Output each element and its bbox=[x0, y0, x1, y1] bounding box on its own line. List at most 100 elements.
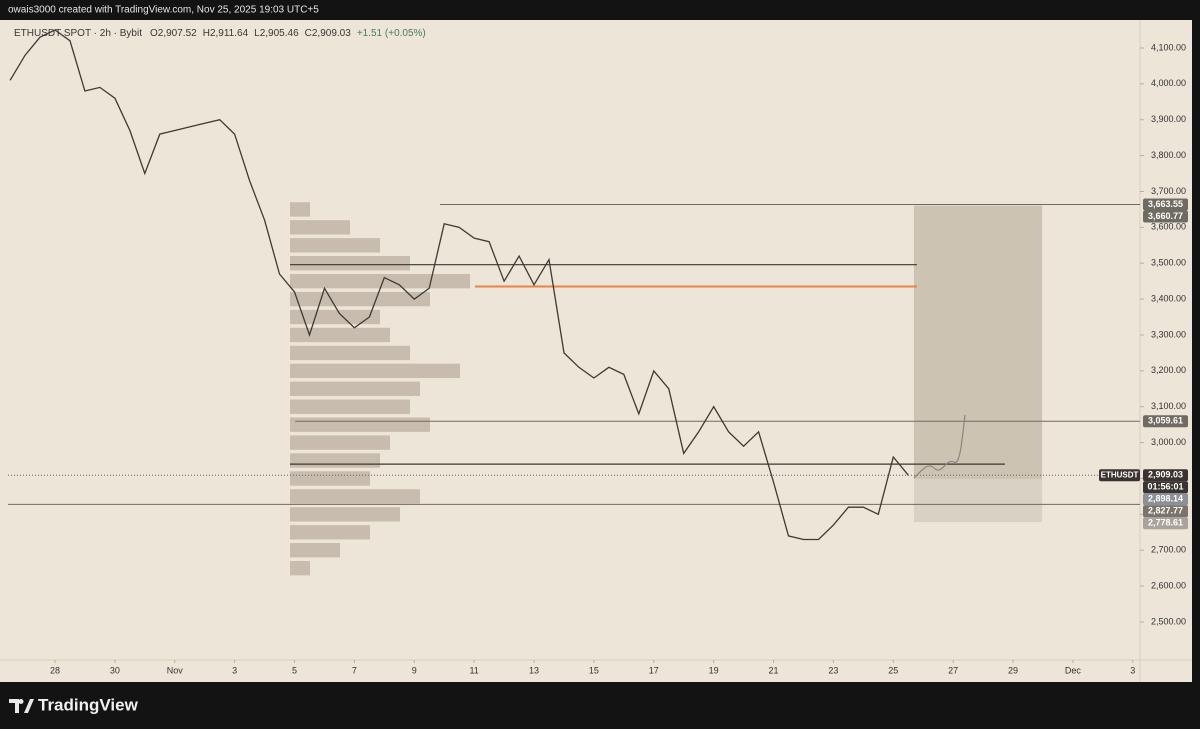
y-tick-label: 3,800.00 bbox=[1151, 150, 1186, 160]
x-tick-label: 29 bbox=[1008, 665, 1018, 675]
volume-bar bbox=[290, 363, 461, 379]
x-tick-label: 27 bbox=[948, 665, 958, 675]
volume-bar bbox=[290, 202, 311, 217]
volume-bar bbox=[290, 525, 371, 540]
ohlc-key: O bbox=[150, 28, 158, 39]
ohlc-key: L bbox=[254, 28, 260, 39]
price-tag-box bbox=[1143, 493, 1188, 506]
y-tick-label: 3,500.00 bbox=[1151, 258, 1186, 268]
price-tag-label: 2,827.77 bbox=[1148, 506, 1183, 516]
volume-bar bbox=[290, 543, 341, 558]
change: +1.51 (+0.05%) bbox=[357, 28, 426, 39]
x-tick-label: 25 bbox=[888, 665, 898, 675]
ohlc-value: 2,905.46 bbox=[260, 28, 299, 39]
y-tick-label: 4,100.00 bbox=[1151, 42, 1186, 52]
y-tick-label: 2,700.00 bbox=[1151, 545, 1186, 555]
volume-bar bbox=[290, 399, 411, 414]
price-line-series bbox=[9, 29, 909, 541]
price-tag-label: 3,663.55 bbox=[1148, 199, 1183, 209]
x-tick-label: 21 bbox=[769, 665, 779, 675]
x-tick-label: 19 bbox=[709, 665, 719, 675]
x-tick-label: 30 bbox=[110, 665, 120, 675]
y-tick-label: 4,000.00 bbox=[1151, 78, 1186, 88]
volume-bar bbox=[290, 238, 381, 253]
price-tag: 01:56:01 bbox=[1143, 481, 1188, 494]
price-tag: 3,663.55 bbox=[1143, 198, 1188, 211]
y-tick-label: 2,600.00 bbox=[1151, 580, 1186, 590]
x-tick-label: 13 bbox=[529, 665, 539, 675]
x-tick-label: Dec bbox=[1065, 665, 1082, 675]
x-tick-label: 5 bbox=[292, 665, 297, 675]
volume-bar bbox=[290, 471, 371, 486]
ohlc-key: H bbox=[203, 28, 210, 39]
volume-bar bbox=[290, 453, 381, 468]
x-tick-label: 3 bbox=[232, 665, 237, 675]
volume-bar bbox=[290, 256, 411, 271]
volume-bar bbox=[290, 291, 431, 307]
price-tag: 2,827.77 bbox=[1143, 505, 1188, 518]
y-tick-label: 3,900.00 bbox=[1151, 114, 1186, 124]
volume-bar bbox=[290, 417, 431, 432]
x-tick-label: 23 bbox=[828, 665, 838, 675]
y-tick-label: 3,700.00 bbox=[1151, 186, 1186, 196]
logo-icon bbox=[9, 699, 34, 713]
y-tick-label: 3,300.00 bbox=[1151, 329, 1186, 339]
ohlc-key: C bbox=[305, 28, 312, 39]
x-tick-label: 3 bbox=[1130, 665, 1135, 675]
x-tick-label: 7 bbox=[352, 665, 357, 675]
price-tag: 3,660.77 bbox=[1143, 210, 1188, 223]
x-tick-label: 15 bbox=[589, 665, 599, 675]
price-tag-label: 01:56:01 bbox=[1147, 482, 1183, 492]
volume-bar bbox=[290, 273, 471, 289]
symbol-tag: ETHUSDT bbox=[1101, 470, 1139, 479]
price-tag: 3,059.61 bbox=[1143, 415, 1188, 428]
volume-bar bbox=[290, 435, 391, 450]
price-tag-box bbox=[1143, 469, 1188, 482]
price-tag-label: 2,909.03 bbox=[1148, 470, 1183, 480]
volume-bar bbox=[290, 345, 411, 361]
price-tag-box bbox=[1143, 517, 1188, 530]
y-tick-label: 2,500.00 bbox=[1151, 616, 1186, 626]
ohlc-value: 2,907.52 bbox=[158, 28, 197, 39]
volume-bar bbox=[290, 220, 351, 235]
ohlc-value: 2,911.64 bbox=[210, 28, 249, 39]
price-tag-box bbox=[1143, 415, 1188, 428]
projection bbox=[913, 414, 966, 479]
logo bbox=[9, 699, 34, 713]
x-tick-label: 28 bbox=[50, 665, 60, 675]
volume-bar bbox=[290, 489, 421, 504]
volume-bar bbox=[290, 507, 401, 522]
x-tick-label: 11 bbox=[469, 665, 478, 675]
price-tag: 2,898.14 bbox=[1143, 493, 1188, 506]
position-stop bbox=[913, 479, 1043, 523]
price-tag-box bbox=[1143, 210, 1188, 223]
plot: 2,500.002,600.002,700.002,800.002,900.00… bbox=[8, 29, 1188, 675]
legend: ETHUSDT SPOT · 2h · Bybit O2,907.52 H2,911… bbox=[14, 28, 426, 39]
ohlc-value: 2,909.03 bbox=[312, 28, 351, 39]
x-tick-label: 17 bbox=[649, 665, 659, 675]
x-tick-label: Nov bbox=[167, 665, 184, 675]
symbol-tag-box bbox=[1099, 469, 1140, 482]
x-tick-label: 9 bbox=[412, 665, 417, 675]
price-tag-label: 3,059.61 bbox=[1148, 416, 1183, 426]
price-tag-label: 2,898.14 bbox=[1148, 494, 1183, 504]
price-tag-label: 2,778.61 bbox=[1148, 518, 1183, 528]
y-tick-label: 3,000.00 bbox=[1151, 437, 1186, 447]
price-tag-label: 3,660.77 bbox=[1148, 211, 1183, 221]
price-tag: 2,909.03 ETHUSDT bbox=[1099, 469, 1188, 482]
y-tick-label: 3,100.00 bbox=[1151, 401, 1186, 411]
y-tick-label: 3,200.00 bbox=[1151, 365, 1186, 375]
brand: TradingView bbox=[38, 695, 139, 714]
price-tag-box bbox=[1143, 198, 1188, 211]
position-target bbox=[913, 205, 1043, 480]
y-tick-label: 3,600.00 bbox=[1151, 222, 1186, 232]
volume-bar bbox=[290, 381, 421, 396]
price-tag: 2,778.61 bbox=[1143, 517, 1188, 530]
volume-bar bbox=[290, 309, 381, 325]
price-tag-box bbox=[1143, 481, 1188, 494]
y-tick-label: 3,400.00 bbox=[1151, 293, 1186, 303]
volume-bar bbox=[290, 560, 311, 576]
volume-bar bbox=[290, 327, 391, 343]
